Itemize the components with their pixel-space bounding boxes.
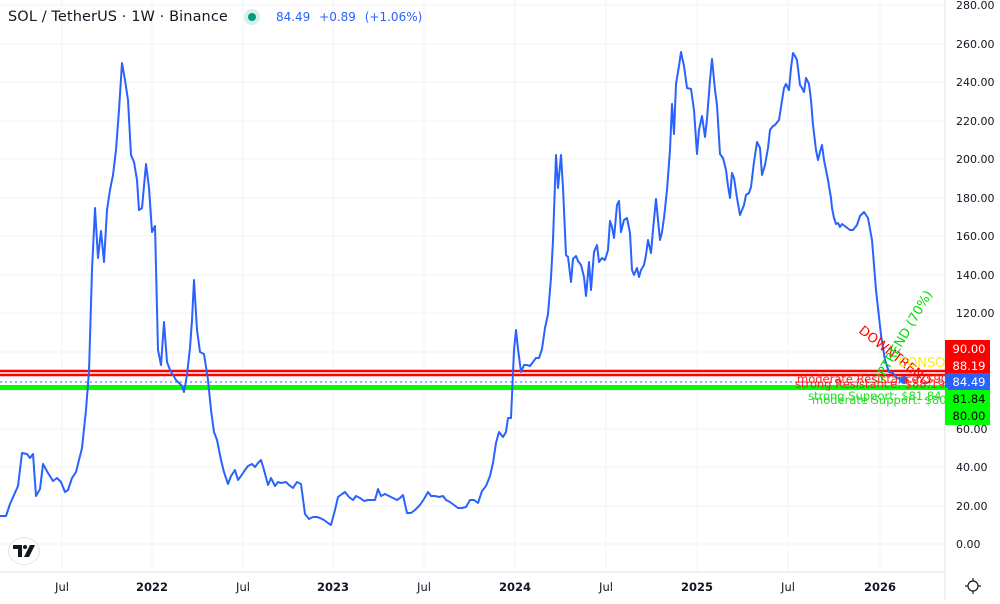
- x-tick: 2026: [864, 580, 896, 594]
- horizontal-gridlines: [0, 4, 945, 545]
- market-status-icon[interactable]: [243, 9, 260, 25]
- x-tick: 2025: [681, 580, 713, 594]
- quote-values: 84.49 +0.89 (+1.06%): [276, 10, 427, 24]
- price-scale-marker: [945, 374, 948, 388]
- y-tick: 120.00: [956, 307, 995, 320]
- price-tag-strong-support: 81.84: [948, 390, 990, 408]
- resistance-scale-marker: [945, 340, 948, 378]
- x-tick: 2023: [317, 580, 349, 594]
- price-tag-last-price: 84.49: [948, 373, 990, 391]
- y-tick: 40.00: [956, 461, 988, 474]
- chart-legend-header: SOL / TetherUS · 1W · Binance 84.49 +0.8…: [8, 6, 427, 28]
- moderate-support-label: moderate Support: $80: [812, 393, 947, 407]
- y-axis-labels: 280.00 260.00 240.00 220.00 200.00 180.0…: [956, 0, 995, 551]
- settings-gear-icon[interactable]: [964, 577, 982, 595]
- support-scale-marker: [945, 388, 948, 425]
- x-tick: 2022: [136, 580, 168, 594]
- y-tick: 180.00: [956, 192, 995, 205]
- x-tick: 2024: [499, 580, 531, 594]
- x-tick: Jul: [54, 580, 69, 594]
- x-tick: Jul: [416, 580, 431, 594]
- price-change-percent: (+1.06%): [364, 10, 423, 24]
- price-tag-strong-resistance: 88.19: [948, 357, 990, 375]
- moderate-resistance-label: moderate Resistance: $90: [797, 372, 948, 386]
- x-tick: Jul: [598, 580, 613, 594]
- y-tick: 20.00: [956, 500, 988, 513]
- symbol-title[interactable]: SOL / TetherUS · 1W · Binance: [8, 9, 228, 25]
- y-tick: 260.00: [956, 38, 995, 51]
- x-tick: Jul: [235, 580, 250, 594]
- tradingview-logo-icon[interactable]: [8, 537, 40, 565]
- price-line: [0, 51, 901, 526]
- vertical-gridlines: [61, 0, 881, 572]
- y-tick: 0.00: [956, 538, 981, 551]
- price-tag-moderate-resistance: 90.00: [948, 340, 990, 358]
- consolidation-label: CONSO: [898, 356, 946, 371]
- price-tag-moderate-support: 80.00: [948, 407, 990, 425]
- y-tick: 160.00: [956, 230, 995, 243]
- x-axis-labels: Jul 2022 Jul 2023 Jul 2024 Jul 2025 Jul …: [54, 580, 896, 594]
- chart-annotations: DOWNTREND UPTREND (70%) CONSO moderate R…: [795, 288, 948, 407]
- last-price-marker: [900, 376, 908, 384]
- y-tick: 220.00: [956, 115, 995, 128]
- price-change: +0.89: [319, 10, 356, 24]
- y-tick: 240.00: [956, 76, 995, 89]
- y-tick: 200.00: [956, 153, 995, 166]
- y-tick: 280.00: [956, 0, 995, 12]
- strong-support-label: strong Support: $81.84: [808, 389, 942, 403]
- strong-resistance-label: strong Resistance: $88.19: [795, 377, 945, 391]
- last-price: 84.49: [275, 10, 311, 24]
- y-tick: 140.00: [956, 269, 995, 282]
- y-tick: 60.00: [956, 423, 988, 436]
- x-tick: Jul: [780, 580, 795, 594]
